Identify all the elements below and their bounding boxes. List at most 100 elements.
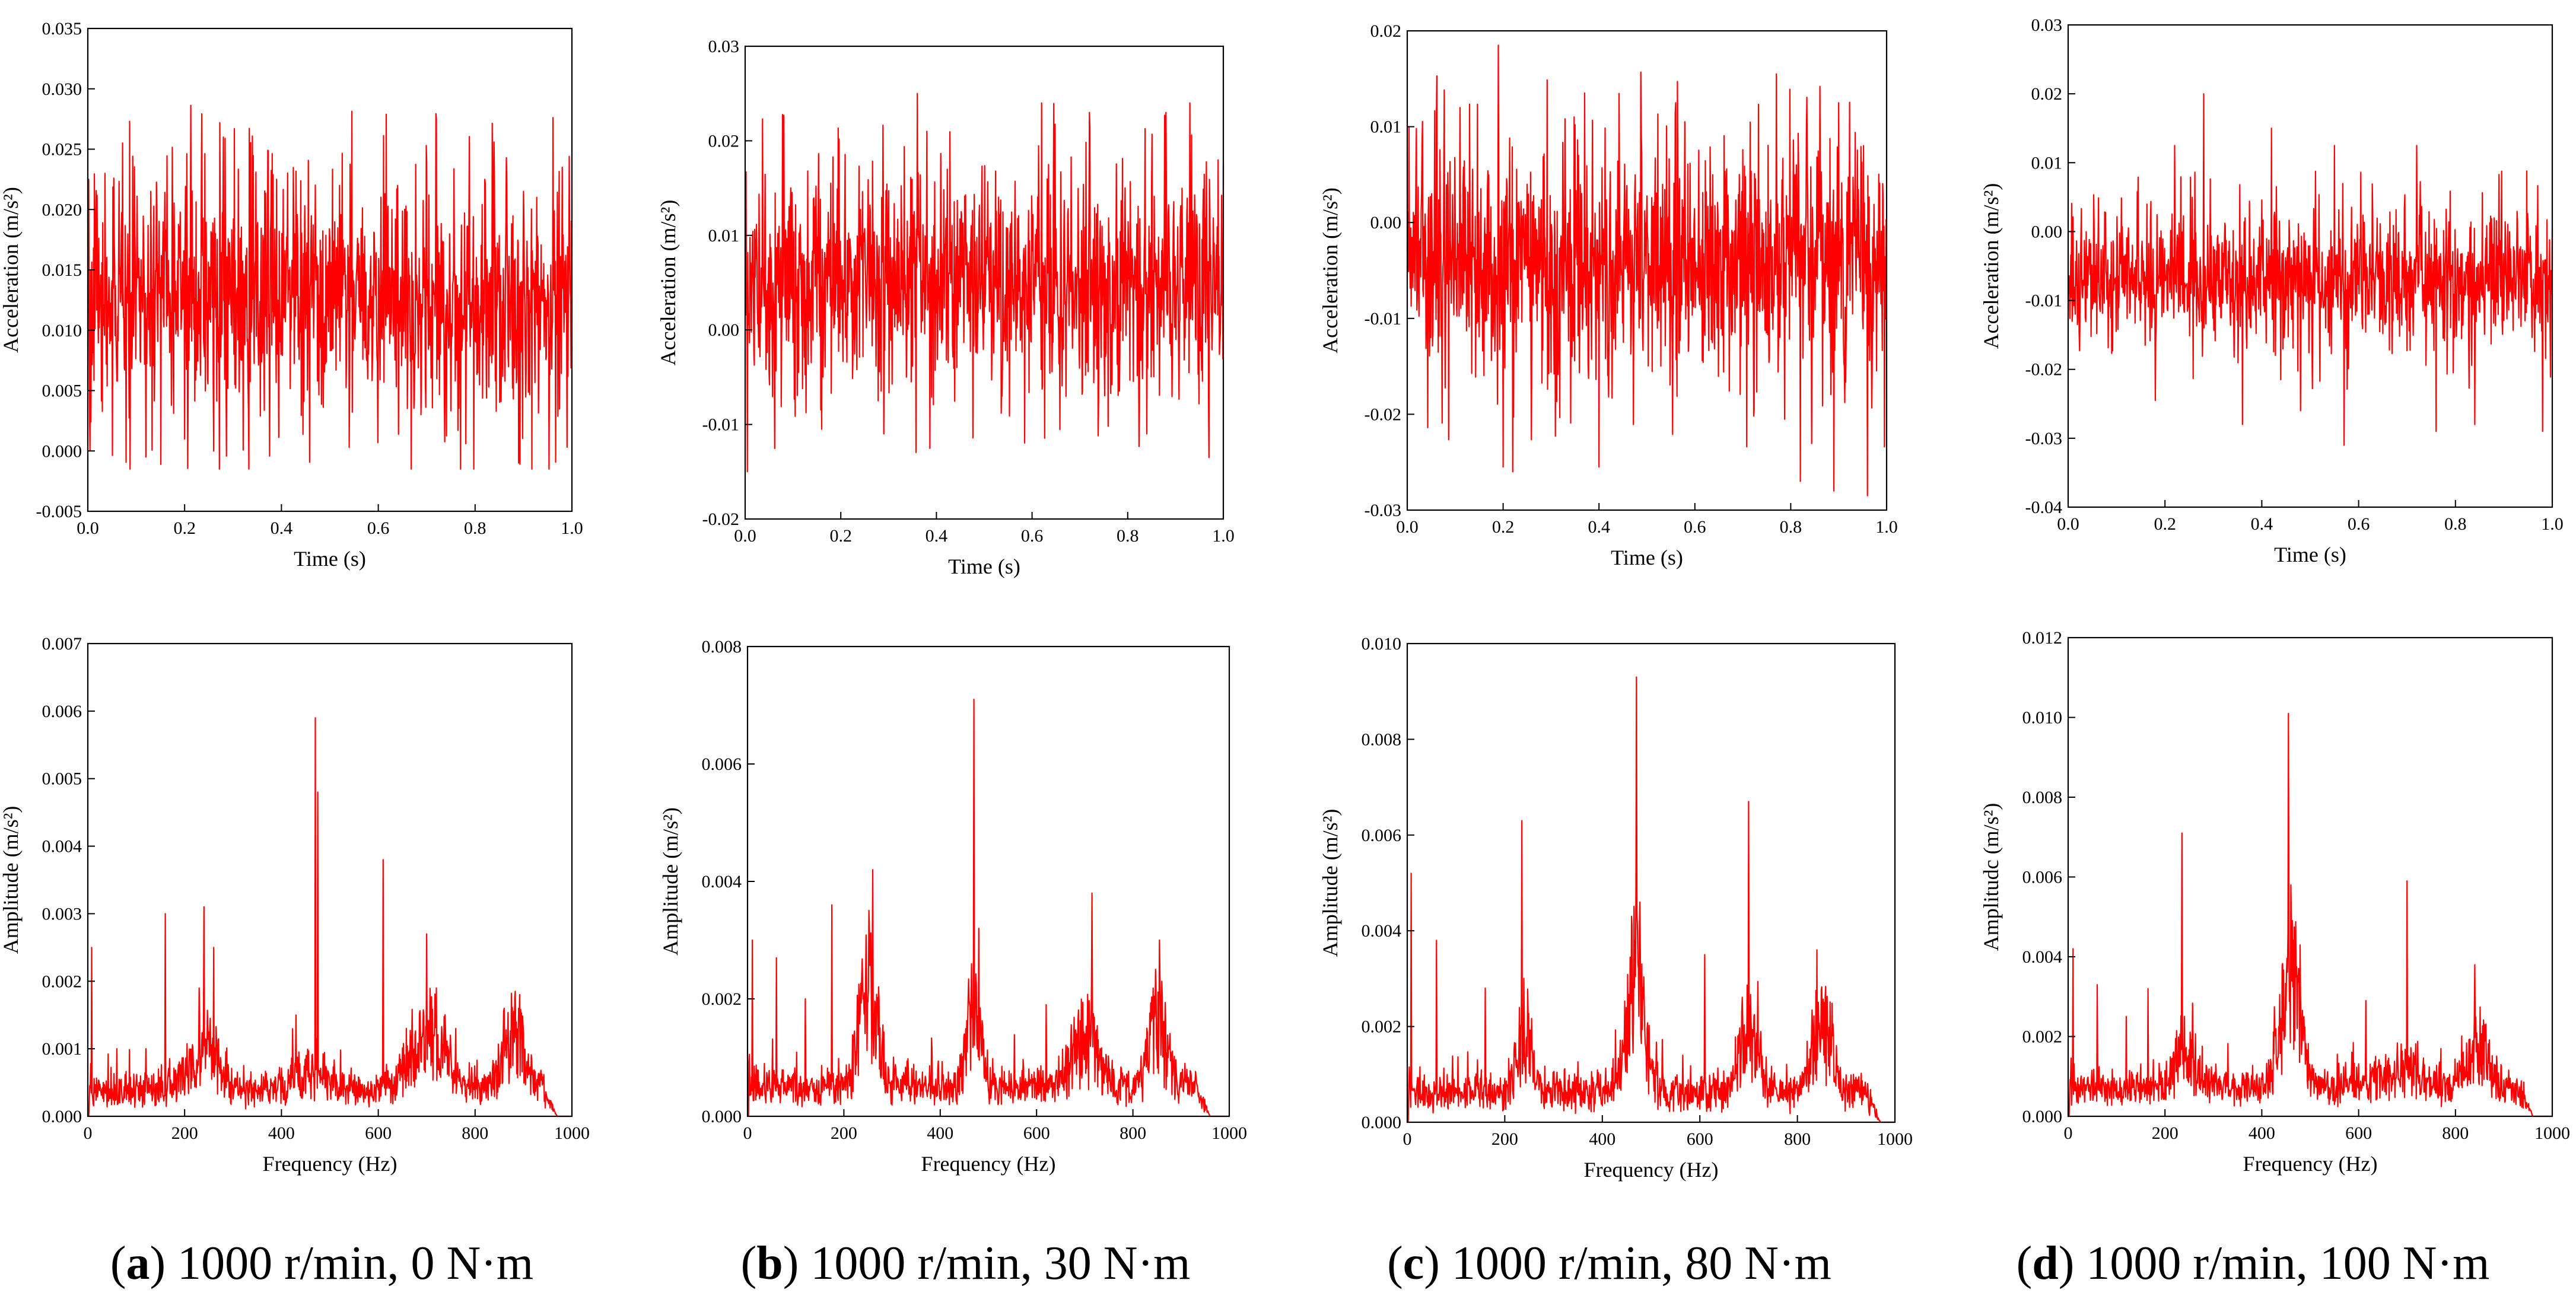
axes-frame-time-d <box>2067 24 2553 508</box>
x-tick-label-freq-b: 400 <box>927 1123 953 1143</box>
x-tick-label-time-c: 0.2 <box>1492 517 1515 537</box>
y-tick-label-freq-d: 0.010 <box>2022 708 2063 728</box>
caption-c-letter: c <box>1403 1237 1424 1290</box>
y-tick-label-freq-d: 0.002 <box>2022 1027 2063 1047</box>
caption-b-letter: b <box>756 1237 783 1290</box>
axes-frame-time-b <box>744 45 1225 520</box>
y-tick-label-freq-d: 0.008 <box>2022 788 2063 807</box>
y-tick-label-time-c: 0.00 <box>1370 213 1402 233</box>
caption-d: (d) 1000 r/min, 100 N·m <box>2016 1237 2490 1290</box>
y-tick-label-freq-a: 0.001 <box>42 1039 82 1059</box>
caption-a-text: 1000 r/min, 0 N·m <box>177 1237 534 1290</box>
x-axis-label-freq-b: Frequency (Hz) <box>921 1152 1056 1176</box>
chart-time-b: 0.0 0.2 0.4 0.6 0.8 1.0 -0.02 -0.01 0.00 0.01 0.02… <box>656 37 1235 578</box>
x-tick-label-time-a: 0.0 <box>77 518 99 538</box>
caption-a-letter: a <box>126 1237 150 1290</box>
y-tick-label-freq-d: 0.000 <box>2022 1107 2063 1126</box>
series-line-freq-b <box>747 699 1230 1117</box>
y-tick-label-freq-c: 0.000 <box>1362 1113 1402 1132</box>
caption-c: (c) 1000 r/min, 80 N·m <box>1387 1237 1831 1290</box>
y-tick-label-time-a: 0.020 <box>42 200 82 219</box>
y-tick-label-time-b: 0.01 <box>708 226 740 246</box>
series-line-time-d <box>2067 93 2553 446</box>
chart-freq-b: 0 200 400 600 800 1000 0.000 0.002 0.004 0.006 0.0… <box>659 637 1247 1176</box>
x-tick-label-time-b: 1.0 <box>1212 526 1235 546</box>
y-tick-label-freq-a: 0.004 <box>42 837 82 857</box>
x-tick-label-freq-a: 1000 <box>554 1123 590 1143</box>
caption-b-text: 1000 r/min, 30 N·m <box>810 1237 1191 1290</box>
x-tick-label-freq-b: 0 <box>743 1123 752 1143</box>
y-tick-label-freq-c: 0.004 <box>1362 921 1402 941</box>
y-tick-label-time-c: -0.02 <box>1365 405 1402 424</box>
y-tick-label-freq-a: 0.007 <box>42 634 82 654</box>
x-tick-label-freq-c: 800 <box>1784 1129 1811 1149</box>
x-tick-label-freq-a: 600 <box>365 1123 392 1143</box>
x-tick-label-time-d: 0.0 <box>2057 514 2079 534</box>
chart-freq-a: 0 200 400 600 800 1000 0.000 0.001 0.002 0.003 0.0… <box>0 634 590 1176</box>
x-tick-label-freq-c: 600 <box>1687 1129 1713 1149</box>
y-tick-label-time-b: 0.00 <box>708 320 740 340</box>
x-tick-label-time-c: 0.4 <box>1588 517 1610 537</box>
x-axis-label-time-d: Time (s) <box>2274 543 2346 566</box>
x-tick-label-time-d: 0.8 <box>2444 514 2467 534</box>
x-axis-label-freq-c: Frequency (Hz) <box>1584 1158 1719 1182</box>
y-tick-label-time-b: 0.03 <box>708 37 740 56</box>
series-line-time-a <box>87 104 573 470</box>
y-tick-label-freq-a: 0.000 <box>42 1107 82 1126</box>
y-axis-label-freq-a: Amplitude (m/s²) <box>0 806 23 954</box>
y-tick-label-freq-d: 0.006 <box>2022 868 2063 887</box>
y-tick-label-time-d: -0.01 <box>2025 291 2063 311</box>
y-tick-label-freq-b: 0.008 <box>702 637 742 657</box>
y-tick-label-time-d: -0.03 <box>2025 429 2063 448</box>
y-axis-label-time-a: Acceleration (m/s²) <box>0 187 23 353</box>
x-tick-label-time-a: 0.8 <box>464 518 486 538</box>
caption-b: (b) 1000 r/min, 30 N·m <box>740 1237 1191 1290</box>
x-tick-label-freq-c: 200 <box>1491 1129 1518 1149</box>
x-tick-label-time-b: 0.8 <box>1117 526 1139 546</box>
x-tick-label-time-b: 0.0 <box>734 526 756 546</box>
y-tick-label-time-d: 0.02 <box>2031 84 2063 104</box>
y-tick-label-time-d: -0.04 <box>2025 498 2063 517</box>
y-tick-label-freq-b: 0.004 <box>702 872 742 892</box>
y-tick-label-time-c: -0.03 <box>1365 501 1402 520</box>
y-axis-label-freq-d: Amplitudc (m/s²) <box>1979 803 2003 951</box>
x-tick-label-freq-d: 1000 <box>2534 1123 2570 1143</box>
chart-freq-d: 0 200 400 600 800 1000 0.000 0.002 0.004 0.006 0.0… <box>1979 628 2570 1176</box>
y-tick-label-time-d: -0.02 <box>2025 360 2063 380</box>
y-axis-label-freq-c: Amplitude (m/s²) <box>1318 809 1342 957</box>
x-tick-label-time-d: 1.0 <box>2541 514 2564 534</box>
x-tick-label-freq-b: 1000 <box>1211 1123 1247 1143</box>
x-tick-label-time-a: 0.2 <box>173 518 196 538</box>
x-tick-label-freq-a: 200 <box>171 1123 198 1143</box>
x-tick-label-time-d: 0.2 <box>2154 514 2176 534</box>
series-line-freq-a <box>87 717 573 1117</box>
y-tick-label-time-b: -0.02 <box>702 510 740 529</box>
y-axis-label-time-d: Acceleration (m/s²) <box>1979 183 2003 349</box>
y-tick-label-time-a: 0.030 <box>42 79 82 99</box>
y-tick-label-freq-a: 0.005 <box>42 769 82 789</box>
x-axis-label-freq-d: Frequency (Hz) <box>2243 1152 2378 1176</box>
y-tick-label-freq-c: 0.010 <box>1362 634 1402 654</box>
x-tick-label-freq-a: 400 <box>268 1123 295 1143</box>
x-axis-label-time-a: Time (s) <box>294 547 366 571</box>
y-tick-label-time-a: 0.005 <box>42 381 82 401</box>
x-tick-label-freq-c: 1000 <box>1877 1129 1913 1149</box>
series-line-time-c <box>1406 44 1887 496</box>
caption-c-text: 1000 r/min, 80 N·m <box>1451 1237 1831 1290</box>
x-tick-label-freq-d: 400 <box>2249 1123 2275 1143</box>
x-tick-label-freq-c: 0 <box>1403 1129 1412 1149</box>
y-tick-label-time-c: -0.01 <box>1365 309 1402 329</box>
y-tick-label-freq-c: 0.002 <box>1362 1017 1402 1037</box>
x-axis-label-time-b: Time (s) <box>948 555 1020 578</box>
x-tick-label-time-d: 0.4 <box>2251 514 2273 534</box>
y-tick-label-time-a: 0.025 <box>42 140 82 160</box>
y-tick-label-time-d: 0.00 <box>2031 222 2063 241</box>
chart-time-c: 0.0 0.2 0.4 0.6 0.8 1.0 -0.03 -0.02 -0.01 0.00 0.0… <box>1318 21 1898 569</box>
y-tick-label-time-c: 0.02 <box>1370 21 1402 41</box>
x-tick-label-time-b: 0.2 <box>829 526 852 546</box>
y-tick-label-freq-d: 0.012 <box>2022 628 2063 648</box>
y-tick-label-freq-a: 0.002 <box>42 972 82 991</box>
chart-time-d: 0.0 0.2 0.4 0.6 0.8 1.0 -0.04 -0.03 -0.02 -0.01 0.… <box>1979 15 2564 566</box>
figure-svg: 0.0 0.2 0.4 0.6 0.8 1.0-0.0050.0000.0050.0100… <box>0 15 2570 1182</box>
